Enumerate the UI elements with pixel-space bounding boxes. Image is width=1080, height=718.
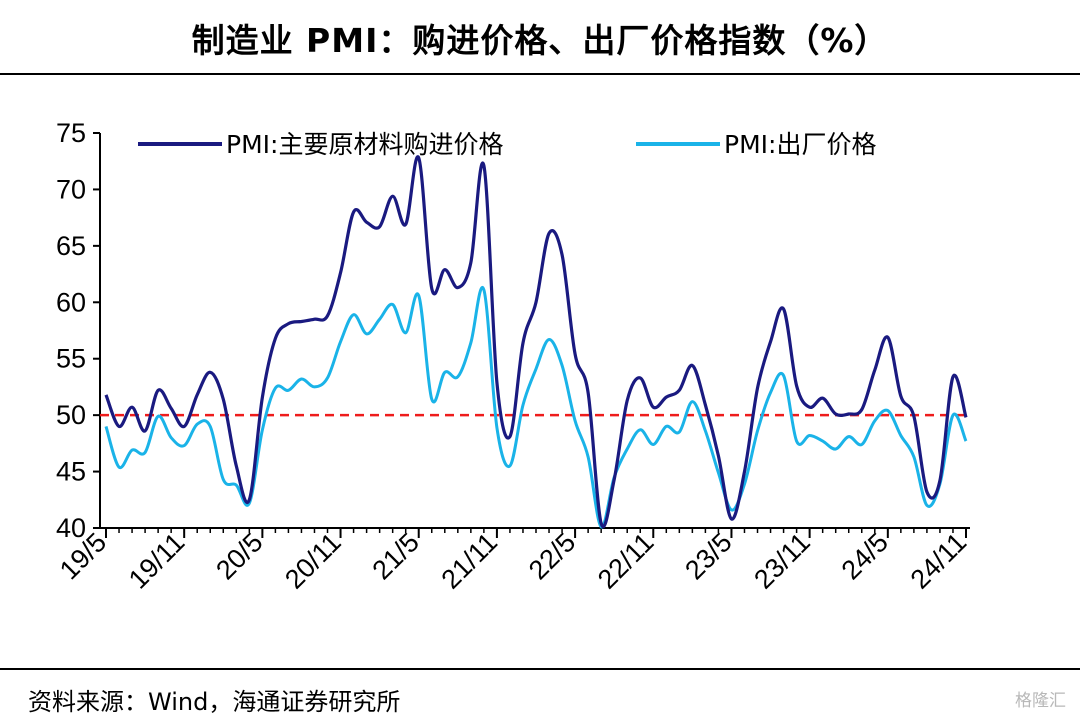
x-tick-label: 22/11 — [592, 527, 660, 595]
x-tick-label: 23/5 — [679, 527, 737, 585]
chart-legend: PMI:主要原材料购进价格 PMI:出厂价格 — [138, 130, 876, 159]
y-tick-label: 45 — [56, 457, 86, 487]
watermark: 格隆汇 — [1015, 691, 1066, 711]
legend-label-factory: PMI:出厂价格 — [724, 130, 876, 159]
y-tick-label: 40 — [56, 513, 86, 543]
x-tick-label: 21/11 — [436, 527, 504, 595]
x-tick-label: 24/5 — [836, 527, 894, 585]
y-tick-label: 75 — [56, 118, 86, 148]
y-tick-label: 70 — [56, 174, 86, 204]
source-rule — [0, 668, 1080, 670]
legend-label-purchase: PMI:主要原材料购进价格 — [226, 130, 503, 159]
source-note: 资料来源：Wind，海通证券研究所 — [28, 688, 401, 716]
y-tick-label: 55 — [56, 344, 86, 374]
x-tick-label: 23/11 — [748, 527, 816, 595]
y-tick-label: 50 — [56, 400, 86, 430]
x-tick-label: 20/5 — [210, 527, 268, 585]
x-tick-label: 20/11 — [279, 527, 347, 595]
series-line-factory-price — [104, 286, 968, 529]
x-tick-label: 24/11 — [905, 527, 973, 595]
x-tick-label: 21/5 — [367, 527, 425, 585]
x-tick-label: 19/11 — [123, 527, 191, 595]
series-line-purchase-price — [104, 155, 968, 529]
title-underline — [0, 73, 1080, 75]
x-tick-label: 22/5 — [523, 527, 581, 585]
series-lines — [104, 155, 968, 529]
y-tick-label: 60 — [56, 287, 86, 317]
chart-title: 制造业 PMI：购进价格、出厂价格指数（%） — [191, 21, 889, 60]
y-tick-label: 65 — [56, 231, 86, 261]
